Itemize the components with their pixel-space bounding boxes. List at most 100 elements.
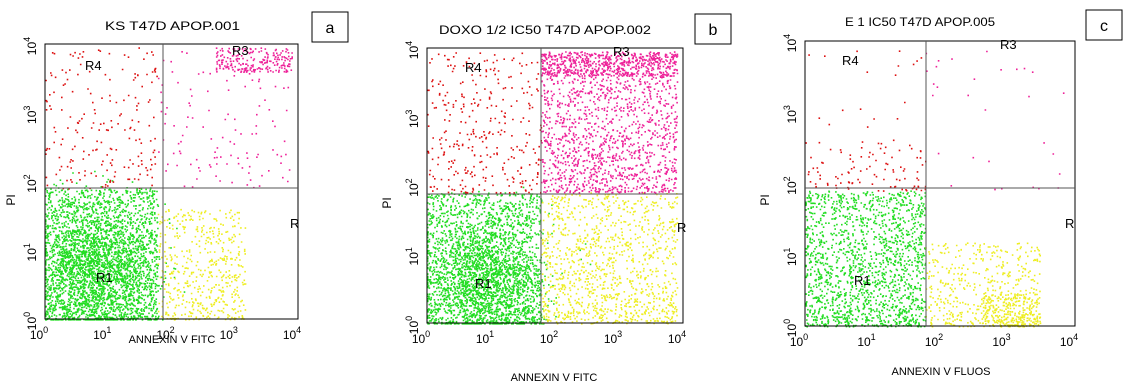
- population-r2-a: [157, 208, 247, 321]
- dots-r2-a-2: [157, 208, 247, 321]
- region-label-r1-b: R1: [475, 276, 492, 291]
- y-tick-labels-b: 100 101 102 103 104: [404, 41, 421, 334]
- chart-title-b: DOXO 1/2 IC50 T47D APOP.002: [439, 23, 651, 37]
- dots-r2-c-2: [980, 292, 1042, 328]
- population-r4-c: [808, 50, 927, 192]
- flow-plot-b: DOXO 1/2 IC50 T47D APOP.002 b R4 R3 R1 R…: [380, 13, 732, 384]
- y-tick-label: 101: [782, 248, 799, 266]
- y-tick-label: 101: [22, 243, 39, 261]
- region-label-r3-a: R3: [232, 43, 249, 58]
- population-r2-b: [540, 192, 679, 325]
- population-r1-b: [427, 192, 543, 325]
- y-tick-label: 103: [22, 106, 39, 124]
- dots-a: [45, 47, 293, 321]
- population-r2-c: [925, 242, 1042, 328]
- dots-r2-c-1: [925, 242, 1042, 328]
- population-r1-c: [805, 190, 927, 328]
- x-tick-label: 101: [857, 332, 875, 349]
- dots-b: [427, 51, 679, 325]
- y-axis-label-a: PI: [4, 194, 18, 205]
- dots-c: [805, 50, 1065, 328]
- y-tick-labels-c: 100 101 102 103 104: [782, 34, 799, 337]
- dots-r1-a-1: [45, 188, 160, 321]
- y-tick-labels-a: 100 101 102 103 104: [22, 37, 39, 330]
- y-tick-label: 101: [404, 247, 421, 265]
- x-tick-label: 101: [476, 329, 494, 346]
- y-tick-label: 104: [404, 41, 421, 59]
- population-r3-a: [215, 47, 293, 73]
- dots-r1-b-1: [427, 192, 543, 325]
- region-label-r2-a: R: [290, 216, 299, 231]
- dots-r3-b-3: [540, 51, 679, 194]
- region-label-r4-a: R4: [85, 58, 102, 73]
- y-tick-label: 103: [782, 105, 799, 123]
- dots-r1-c-0: [805, 190, 927, 328]
- x-tick-label: 103: [992, 332, 1010, 349]
- population-r1-a: [45, 188, 160, 321]
- dots-r3-c-3: [925, 50, 1065, 191]
- region-label-r3-b: R3: [613, 44, 630, 59]
- population-r3-c: [925, 50, 1065, 191]
- dots-r4-b-5: [427, 52, 543, 194]
- x-tick-labels-c: 100 101 102 103 104: [790, 332, 1078, 349]
- x-tick-label: 103: [220, 325, 238, 342]
- plot-frame-a: [44, 43, 299, 320]
- panel-badge-label-b: b: [709, 22, 718, 39]
- chart-title-a: KS T47D APOP.001: [105, 19, 240, 33]
- x-tick-label: 101: [93, 325, 111, 342]
- region-label-r1-a: R1: [96, 270, 113, 285]
- flow-plot-a: KS T47D APOP.001 a R4 R3 R1 R 100 101 102 1…: [4, 11, 349, 346]
- panel-c: E 1 IC50 T47D APOP.005 c R4 R3 R1 R 100 1…: [755, 0, 1128, 387]
- population-r3-a: [157, 51, 291, 189]
- y-tick-label: 102: [404, 178, 421, 196]
- dots-r4-c-5: [808, 50, 927, 192]
- y-tick-label: 100: [404, 316, 421, 334]
- region-label-r2-b: R: [677, 220, 686, 235]
- y-tick-label: 103: [404, 110, 421, 128]
- panel-badge-a: [311, 11, 349, 43]
- panel-badge-b: [694, 13, 732, 45]
- panel-badge-label-c: c: [1100, 18, 1108, 35]
- x-axis-label-b: ANNEXIN V FITC: [511, 372, 598, 384]
- region-label-r3-c: R3: [1000, 37, 1017, 52]
- dots-r4-c-4: [805, 141, 927, 192]
- population-r4-c: [805, 141, 927, 192]
- dots-r3-a-4: [157, 51, 291, 189]
- x-tick-labels-b: 100 101 102 103 104: [412, 329, 686, 346]
- y-tick-label: 104: [22, 37, 39, 55]
- dots-r3-b-4: [541, 51, 679, 77]
- x-axis-label-c: ANNEXIN V FLUOS: [891, 366, 990, 378]
- y-tick-label: 102: [22, 174, 39, 192]
- x-axis-label-a: ANNEXIN V FITC: [129, 334, 216, 346]
- plot-frame-b: [426, 47, 684, 324]
- dots-r3-a-3: [215, 47, 293, 73]
- y-axis-label-c: PI: [758, 194, 772, 205]
- panel-b: DOXO 1/2 IC50 T47D APOP.002 b R4 R3 R1 R…: [375, 0, 750, 387]
- x-tick-label: 102: [925, 332, 943, 349]
- population-r3-b: [541, 51, 679, 77]
- x-tick-label: 104: [668, 329, 686, 346]
- region-label-r2-c: R: [1065, 216, 1074, 231]
- x-tick-label: 104: [283, 325, 301, 342]
- panel-badge-c: [1085, 9, 1123, 41]
- y-tick-label: 100: [22, 312, 39, 330]
- y-tick-label: 100: [782, 319, 799, 337]
- panel-a: KS T47D APOP.001 a R4 R3 R1 R 100 101 102 1…: [0, 0, 370, 387]
- flow-plot-c: E 1 IC50 T47D APOP.005 c R4 R3 R1 R 100 1…: [758, 9, 1123, 378]
- plot-frame-c: [804, 40, 1076, 327]
- x-tick-label: 104: [1060, 332, 1078, 349]
- region-label-r4-c: R4: [842, 53, 859, 68]
- x-tick-label: 102: [540, 329, 558, 346]
- panel-badge-label-a: a: [326, 20, 335, 37]
- y-tick-label: 102: [782, 176, 799, 194]
- population-r3-b: [540, 51, 679, 194]
- region-label-r4-b: R4: [465, 60, 482, 75]
- population-r4-b: [427, 52, 543, 194]
- y-axis-label-b: PI: [380, 197, 394, 208]
- y-tick-label: 104: [782, 34, 799, 52]
- dots-r2-b-2: [540, 192, 679, 325]
- x-tick-label: 103: [604, 329, 622, 346]
- chart-title-c: E 1 IC50 T47D APOP.005: [845, 15, 995, 29]
- population-r2-c: [980, 292, 1042, 328]
- region-label-r1-c: R1: [854, 273, 871, 288]
